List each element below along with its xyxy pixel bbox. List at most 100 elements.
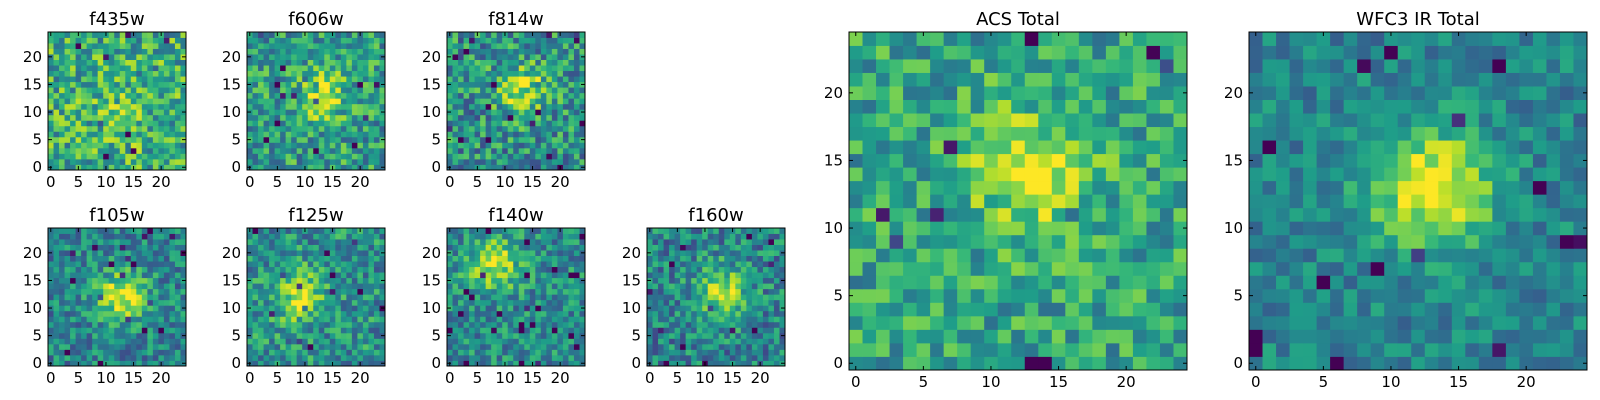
- heatmap-cell: [119, 244, 126, 251]
- heatmap-cell: [296, 59, 303, 66]
- heatmap-cell: [302, 305, 309, 312]
- heatmap-cell: [324, 343, 331, 350]
- heatmap-cell: [351, 65, 358, 72]
- heatmap-cell: [296, 360, 303, 367]
- heatmap-cell: [141, 120, 148, 127]
- heatmap-cell: [362, 158, 369, 165]
- heatmap-cell: [152, 136, 159, 143]
- heatmap-cell: [524, 109, 531, 116]
- heatmap-cell: [746, 239, 753, 245]
- heatmap-cell: [368, 239, 375, 245]
- heatmap-cell: [59, 125, 65, 132]
- heatmap-cell: [318, 70, 325, 77]
- heatmap-cell: [535, 87, 542, 94]
- heatmap-cell: [103, 136, 110, 143]
- heatmap-cell: [680, 305, 687, 312]
- heatmap-cell: [1159, 288, 1174, 303]
- heatmap-cell: [943, 315, 958, 330]
- heatmap-cell: [346, 255, 353, 262]
- heatmap-cell: [496, 277, 503, 284]
- heatmap-cell: [1159, 167, 1174, 182]
- heatmap-cell: [735, 305, 742, 312]
- heatmap-cell: [546, 59, 553, 66]
- heatmap-cell: [307, 343, 314, 350]
- heatmap-cell: [474, 98, 481, 105]
- heatmap-cell: [562, 48, 569, 55]
- heatmap-cell: [779, 266, 786, 273]
- heatmap-cell: [368, 283, 375, 290]
- heatmap-cell: [529, 294, 536, 301]
- heatmap-cell: [103, 158, 110, 165]
- heatmap-cell: [997, 356, 1012, 371]
- heatmap-cell: [252, 316, 259, 323]
- heatmap-cell: [103, 114, 110, 121]
- heatmap-cell: [718, 310, 725, 317]
- heatmap-cell: [307, 81, 314, 88]
- heatmap-cell: [751, 239, 758, 245]
- heatmap-cell: [502, 136, 509, 143]
- heatmap-cell: [373, 283, 380, 290]
- heatmap-cell: [762, 250, 769, 256]
- heatmap-cell: [452, 37, 459, 44]
- heatmap-cell: [535, 70, 542, 77]
- heatmap-cell: [169, 283, 176, 290]
- heatmap-cell: [141, 98, 148, 105]
- heatmap-cell: [81, 54, 88, 60]
- heatmap-cell: [724, 255, 731, 262]
- heatmap-cell: [485, 48, 492, 55]
- heatmap-cell: [53, 239, 60, 245]
- y-tick-label: 15: [23, 75, 42, 93]
- heatmap-cell: [48, 43, 54, 49]
- heatmap-cell: [169, 332, 176, 339]
- heatmap-cell: [496, 65, 503, 72]
- heatmap-cell: [557, 321, 564, 328]
- heatmap-cell: [180, 283, 187, 290]
- heatmap-cell: [64, 321, 71, 328]
- heatmap-cell: [546, 332, 553, 339]
- heatmap-cell: [307, 316, 314, 323]
- heatmap-cell: [680, 272, 687, 279]
- heatmap-cell: [64, 158, 71, 165]
- heatmap-cell: [557, 294, 564, 301]
- heatmap-cell: [573, 103, 580, 110]
- heatmap-cell: [263, 310, 270, 317]
- heatmap-cell: [119, 70, 126, 77]
- heatmap-cell: [680, 228, 687, 234]
- heatmap-cell: [997, 153, 1012, 168]
- heatmap-cell: [540, 354, 547, 361]
- heatmap-cell: [169, 87, 176, 94]
- heatmap-cell: [313, 37, 320, 44]
- heatmap-cell: [92, 283, 99, 290]
- heatmap-cell: [340, 266, 347, 273]
- heatmap-cell: [357, 109, 364, 116]
- heatmap-cell: [81, 299, 88, 306]
- heatmap-cell: [92, 92, 99, 99]
- heatmap-cell: [269, 136, 275, 143]
- heatmap-cell: [351, 250, 358, 256]
- heatmap-cell: [735, 266, 742, 273]
- heatmap-cell: [329, 109, 336, 116]
- heatmap-cell: [302, 131, 309, 138]
- heatmap-cell: [458, 37, 464, 44]
- heatmap-cell: [551, 92, 558, 99]
- heatmap-cell: [702, 283, 709, 290]
- heatmap-cell: [718, 228, 725, 234]
- x-tick-label: 0: [445, 369, 455, 387]
- heatmap-cell: [252, 288, 259, 295]
- heatmap-cell: [92, 228, 99, 234]
- heatmap-cell: [75, 125, 82, 132]
- heatmap-cell: [59, 59, 65, 66]
- heatmap-cell: [540, 261, 547, 268]
- heatmap-cell: [86, 81, 93, 88]
- heatmap-cell: [652, 283, 659, 290]
- heatmap-cell: [551, 239, 558, 245]
- heatmap-cell: [97, 338, 104, 345]
- heatmap-cell: [285, 48, 292, 55]
- heatmap-cell: [557, 153, 564, 160]
- heatmap-cell: [685, 349, 692, 356]
- heatmap-cell: [97, 131, 104, 138]
- heatmap-cell: [59, 250, 65, 256]
- heatmap-cell: [313, 327, 320, 334]
- heatmap-cell: [313, 32, 320, 38]
- heatmap-cell: [663, 299, 670, 306]
